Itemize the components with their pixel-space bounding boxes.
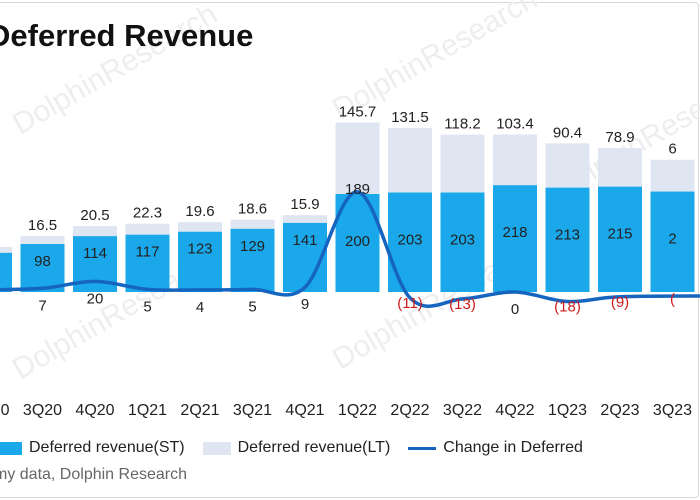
bar-lt [283,215,327,223]
bars-lt [0,122,695,253]
source-note: my data, Dolphin Research [0,466,187,483]
bar-lt [493,134,537,186]
data-label-st: 141 [292,232,317,249]
legend-swatch-change [408,446,437,450]
bar-st [388,192,432,292]
data-label-change: 4 [196,299,204,316]
x-tick-label: 3Q23 [653,402,692,419]
data-label-change: 9 [301,296,309,313]
bar-lt [230,219,275,229]
x-tick-label: 1Q22 [338,402,377,419]
data-label-st: 123 [187,241,212,258]
data-label-lt: 6 [668,141,676,158]
data-label-lt: 20.5 [80,207,109,224]
x-tick-label: 2Q20 [0,402,10,419]
bar-lt [335,122,380,194]
bar-st [440,192,485,292]
data-label-lt: 22.3 [133,205,162,222]
legend-swatch-lt [202,441,231,455]
bar-lt [125,223,170,235]
x-tick-label: 3Q21 [233,402,272,419]
bar-st [178,231,222,292]
data-label-change: (18) [554,299,581,316]
x-tick-label: 2Q21 [180,402,219,419]
x-axis-labels: 2Q20 3Q20 4Q20 1Q21 2Q21 3Q21 4Q21 1Q22 2Q22 3Q22… [0,402,692,419]
data-label-change: (11) [397,295,423,312]
data-label-st: 215 [607,226,632,243]
x-tick-label: 4Q20 [75,402,114,419]
data-label-lt: 103.4 [496,116,534,133]
x-tick-label: 2Q22 [390,402,429,419]
data-label-lt: 145.7 [339,104,377,121]
bar-st [20,243,65,292]
change-line [0,190,700,308]
data-label-lt: 15.9 [290,196,319,213]
data-label-st: 2 [668,231,676,248]
legend-item-lt: Deferred revenue(LT) [202,439,391,457]
bar-lt [20,235,65,244]
data-label-lt: 131.5 [391,109,429,126]
legend-label-change: Change in Deferred [443,439,583,456]
bar-lt [440,134,485,193]
data-label-change: (9) [611,294,629,311]
data-label-lt: 16.5 [28,217,57,234]
legend-item-st: Deferred revenue(ST) [0,439,185,457]
bar-st [0,252,12,292]
x-tick-label: 4Q22 [495,402,534,419]
bar-st [230,228,275,292]
bar-lt [178,222,222,232]
data-label-change: 20 [87,290,104,307]
data-label-change: (13) [449,296,476,313]
x-tick-label: 3Q20 [23,402,62,419]
data-label-lt: 19.6 [185,203,214,220]
data-label-change: ( [670,291,675,308]
bar-lt [650,159,695,192]
data-label-st: 203 [450,232,475,249]
bar-st [650,191,695,292]
data-label-st: 129 [240,238,265,255]
data-label-st: 114 [83,245,107,262]
bar-lt [388,128,432,193]
bar-lt [73,226,117,237]
data-label-lt: 78.9 [605,129,634,146]
bar-st [598,186,642,292]
data-label-change: 189 [345,181,370,198]
chart-title: Deferred Revenue [0,18,254,53]
bar-st [125,234,170,292]
bar-lt [545,143,590,188]
labels-lt: 016.520.522.319.618.615.9145.7131.5118.2… [28,104,677,234]
change-line-group [0,190,700,308]
labels-change: 7 20 5 4 5 9 189 (11) (13) 0 (18) (9) ( [38,181,675,318]
legend-label-lt: Deferred revenue(LT) [237,439,391,456]
legend-swatch-st [0,441,22,455]
legend-item-change: Change in Deferred [408,439,583,457]
data-label-st: 117 [136,244,160,261]
x-tick-label: 4Q21 [285,402,324,419]
data-label-st: 213 [555,227,580,244]
data-label-lt: 118.2 [444,116,480,133]
data-label-st: 218 [502,224,527,241]
bar-lt [598,147,642,187]
data-label-st: 98 [34,253,51,270]
data-label-lt: 18.6 [238,201,267,218]
data-label-st: 200 [345,233,370,250]
legend-label-st: Deferred revenue(ST) [29,439,185,456]
data-label-change: 5 [248,298,256,315]
x-tick-label: 1Q21 [128,402,167,419]
data-label-change: 0 [511,301,519,318]
bar-st [545,187,590,292]
x-tick-label: 3Q22 [443,402,482,419]
data-label-st: 203 [397,232,422,249]
x-tick-label: 2Q23 [600,402,639,419]
data-label-change: 7 [38,297,46,314]
data-label-change: 5 [143,298,151,315]
labels-st: 98 114 117 123 129 141 200 203 203 218 213 215 2 [34,224,677,270]
bar-st [493,185,537,292]
x-tick-label: 1Q23 [548,402,587,419]
bar-lt [0,246,12,253]
legend: Deferred revenue(ST) Deferred revenue(LT… [0,436,601,460]
data-label-lt: 90.4 [553,124,582,141]
